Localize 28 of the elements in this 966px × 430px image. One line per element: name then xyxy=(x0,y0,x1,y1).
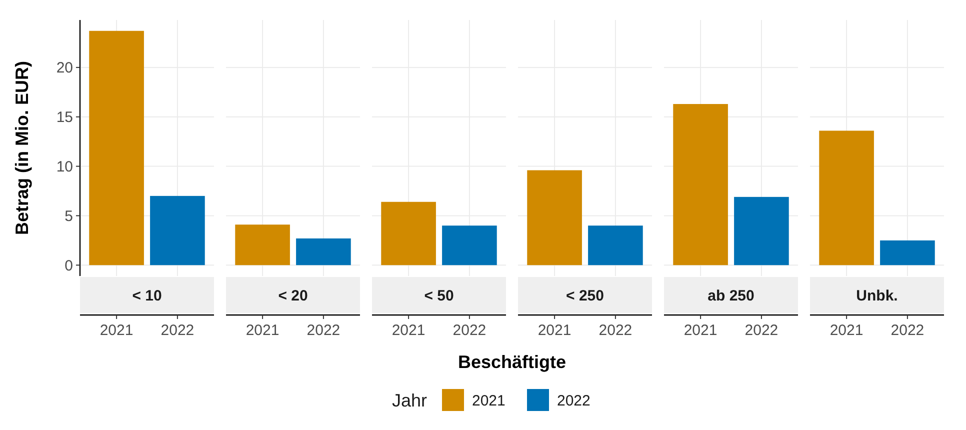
x-tick-label: 2022 xyxy=(452,322,486,339)
text: < 250 xyxy=(566,287,604,304)
x-tick-label: 2021 xyxy=(246,322,280,339)
y-tick-label: 10 xyxy=(56,158,73,176)
x-tick-label: 2022 xyxy=(306,322,340,339)
x-tick-label: 2021 xyxy=(538,322,572,339)
x-tick-label: 2021 xyxy=(684,322,718,339)
y-tick-label: 20 xyxy=(56,60,73,77)
x-tick-label: 2021 xyxy=(830,322,864,339)
text: Unbk. xyxy=(856,287,898,304)
legend-label: 2022 xyxy=(557,392,590,410)
x-tick-label: 2021 xyxy=(392,322,426,339)
x-tick-label: 2022 xyxy=(160,322,194,339)
text: ab 250 xyxy=(708,287,754,304)
y-tick-label: 15 xyxy=(56,109,73,126)
x-axis-title: Beschäftigte xyxy=(458,352,566,372)
x-tick-label: 2021 xyxy=(100,322,134,339)
text: < 50 xyxy=(424,287,454,304)
text: < 10 xyxy=(132,287,162,304)
x-tick-label: 2022 xyxy=(598,322,632,339)
legend-label: 2021 xyxy=(472,392,506,410)
y-tick-label: 0 xyxy=(64,257,73,274)
legend-title: Jahr xyxy=(392,390,428,410)
x-tick-label: 2022 xyxy=(890,322,924,339)
y-axis-title: Betrag (in Mio. EUR) xyxy=(12,60,32,235)
x-tick-label: 2022 xyxy=(744,322,778,339)
y-tick-label: 5 xyxy=(64,208,73,225)
text: < 20 xyxy=(278,287,308,304)
